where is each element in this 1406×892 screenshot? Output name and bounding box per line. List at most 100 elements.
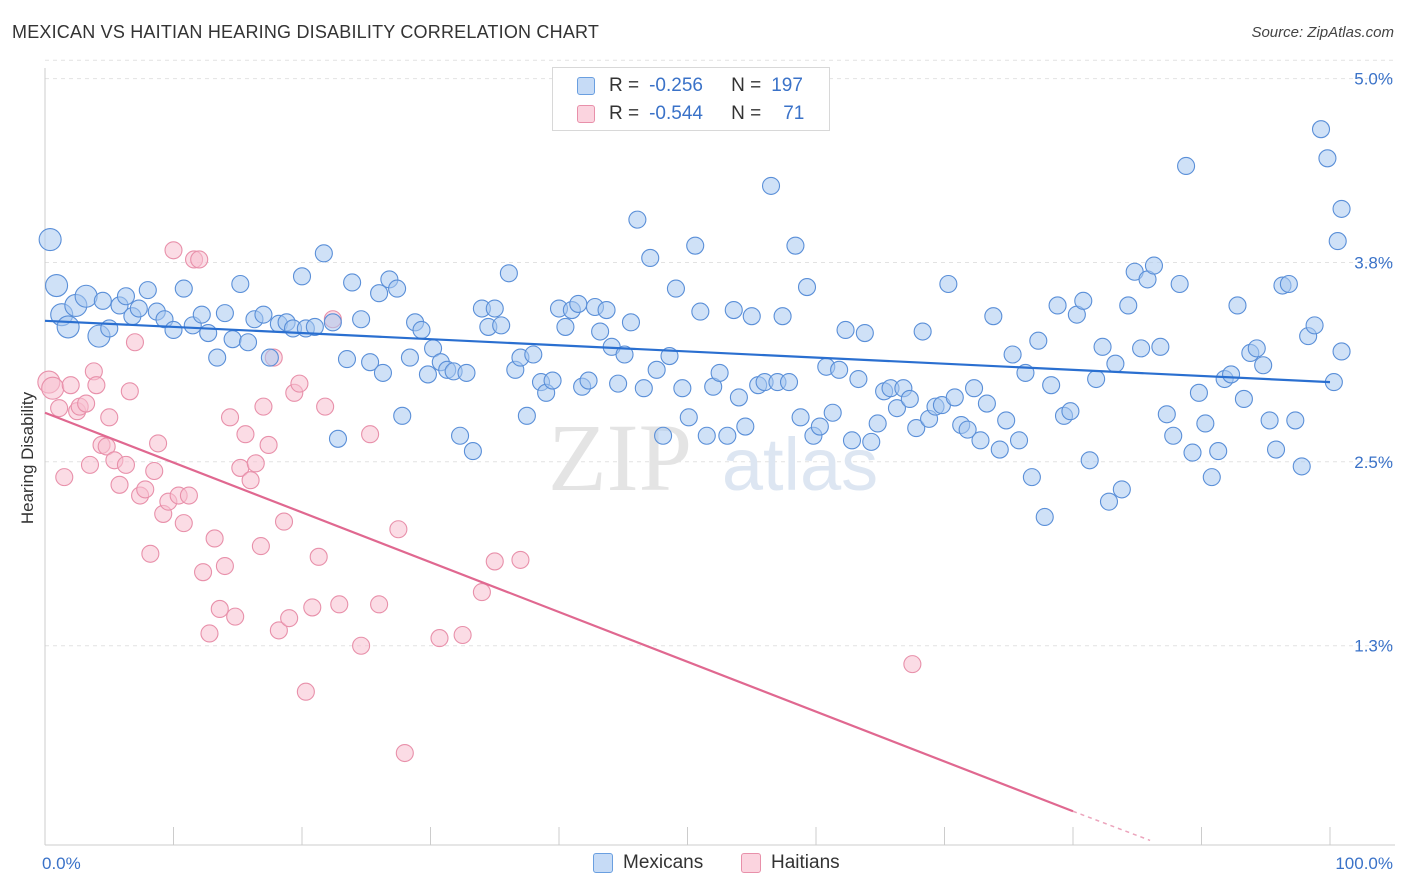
haitians-point	[61, 376, 80, 395]
mexicans-point	[1286, 411, 1305, 430]
mexicans-point	[673, 379, 692, 398]
haitians-point	[309, 547, 328, 566]
haitians-point	[269, 621, 288, 640]
mexicans-point	[1003, 345, 1022, 364]
mexicans-point	[174, 279, 193, 298]
haitians-point	[246, 454, 265, 473]
mexicans-point	[810, 417, 829, 436]
haitians-point	[303, 598, 322, 617]
mexicans-point	[791, 408, 810, 427]
legend-n-label: N =	[731, 75, 762, 96]
mexicans-point	[718, 426, 737, 445]
haitians-point	[87, 376, 106, 395]
mexicans-point	[1247, 339, 1266, 358]
haitians-point	[511, 550, 530, 569]
haitians-point	[41, 376, 65, 400]
bottom-label-haitians: Haitians	[771, 852, 840, 873]
mexicans-point	[1328, 232, 1347, 251]
y-tick-label: 5.0%	[1354, 70, 1393, 89]
mexicans-point	[1093, 337, 1112, 356]
mexicans-point	[1209, 442, 1228, 461]
mexicans-point	[1266, 440, 1286, 459]
haitians-point	[190, 250, 209, 269]
mexicans-point	[45, 273, 69, 298]
legend-r-value-haitians: -0.544	[649, 103, 703, 124]
haitians-point	[215, 556, 234, 576]
mexicans-point	[1332, 199, 1351, 218]
mexicans-point	[1318, 149, 1337, 168]
bottom-label-mexicans: Mexicans	[623, 852, 704, 873]
mexicans-point	[1228, 296, 1247, 315]
mexicans-point	[887, 399, 907, 418]
mexicans-point	[388, 279, 407, 298]
legend-n-label: N =	[731, 103, 762, 124]
mexicans-point	[305, 317, 324, 336]
mexicans-point	[1170, 274, 1189, 294]
mexicans-point	[965, 379, 984, 398]
mexicans-point	[1305, 316, 1324, 335]
haitians-point	[205, 529, 224, 548]
mexicans-point	[997, 411, 1016, 430]
mexicans-point	[830, 360, 849, 379]
mexicans-point	[1080, 451, 1099, 470]
mexicans-point	[1177, 156, 1196, 176]
mexicans-point	[823, 403, 842, 422]
mexicans-point	[634, 379, 653, 398]
mexicans-point	[1119, 296, 1138, 315]
mexicans-point	[1035, 507, 1054, 527]
mexicans-point	[615, 345, 634, 364]
mexicans-point	[729, 388, 748, 407]
mexicans-point	[1132, 339, 1151, 358]
haitians-point	[251, 537, 270, 556]
mexicans-point	[56, 315, 80, 339]
mexicans-point	[457, 363, 476, 382]
mexicans-point	[1106, 354, 1125, 373]
legend-swatch-mexicans	[577, 77, 595, 95]
mexicans-point	[724, 301, 743, 320]
mexicans-point	[1164, 426, 1183, 445]
mexicans-point	[370, 284, 389, 303]
y-axis-title: Hearing Disability	[18, 391, 37, 524]
mexicans-points	[38, 120, 1351, 527]
haitians-point	[453, 625, 472, 645]
mexicans-point	[849, 369, 868, 389]
mexicans-point	[352, 310, 371, 329]
mexicans-point	[164, 320, 183, 340]
haitians-point	[194, 563, 213, 582]
haitians-point	[361, 425, 380, 444]
mexicans-point	[779, 373, 799, 392]
haitians-point	[352, 636, 371, 655]
mexicans-point	[485, 299, 504, 318]
mexicans-point	[691, 302, 710, 321]
mexicans-point	[945, 388, 964, 407]
mexicans-point	[451, 426, 470, 445]
mexicans-point	[797, 278, 817, 297]
mexicans-point	[499, 264, 518, 283]
mexicans-point	[199, 323, 218, 343]
mexicans-point	[1144, 256, 1164, 275]
mexicans-point	[621, 313, 641, 332]
mexicans-point	[556, 317, 575, 336]
haitians-point	[903, 655, 922, 674]
mexicans-point	[990, 440, 1009, 459]
haitians-point	[110, 475, 129, 494]
haitians-point	[136, 480, 155, 499]
x-tick-label-max: 100.0%	[1335, 854, 1393, 873]
haitians-point	[259, 435, 278, 454]
mexicans-point	[393, 406, 412, 425]
haitians-point	[330, 595, 349, 614]
legend-row-haitians: R = -0.544 N = 71	[577, 101, 804, 127]
legend-n-value-mexicans: 197	[771, 75, 803, 96]
haitians-point	[55, 468, 74, 487]
mexicans-point	[742, 307, 761, 326]
haitians-point	[164, 241, 183, 260]
mexicans-point	[609, 374, 628, 393]
axes	[44, 68, 1395, 846]
bottom-swatch-haitians	[741, 853, 761, 873]
haitians-point	[174, 514, 193, 533]
mexicans-point	[868, 414, 887, 433]
haitians-point	[141, 544, 160, 563]
haitians-point	[290, 374, 309, 393]
trend-lines	[44, 319, 1331, 842]
